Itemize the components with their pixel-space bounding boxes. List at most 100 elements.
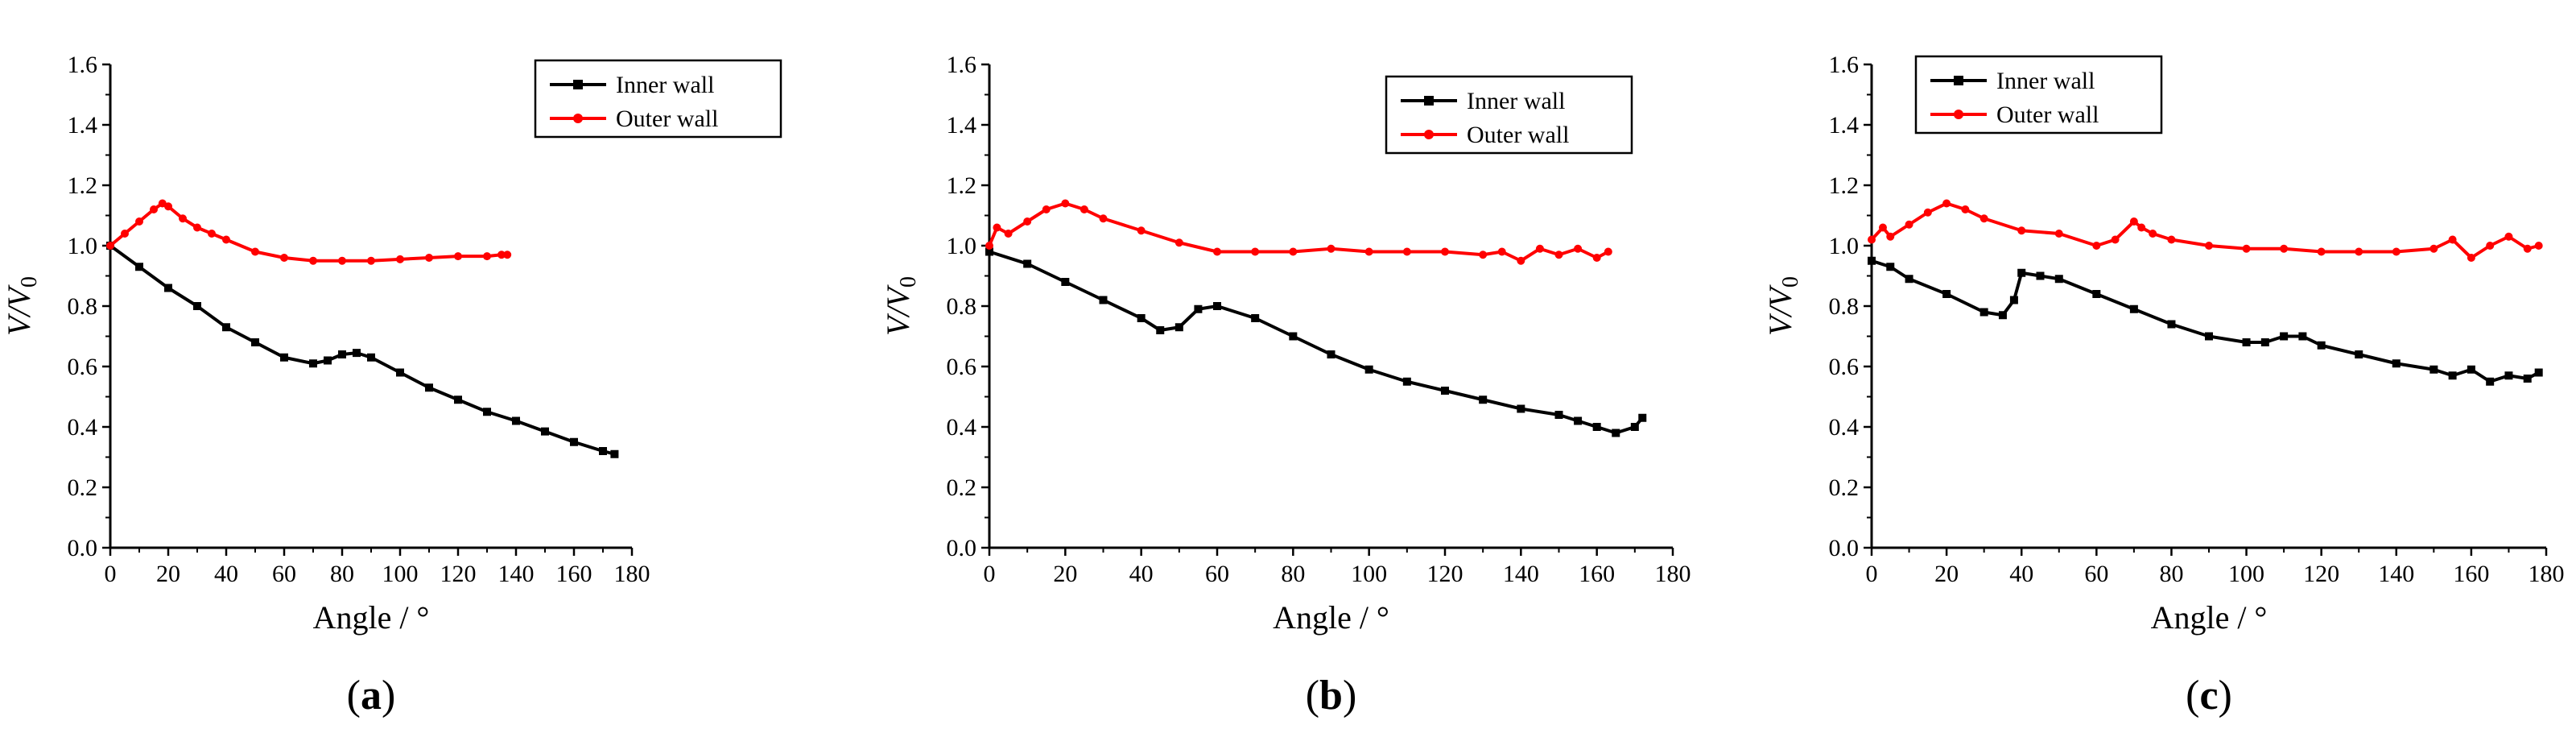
data-point [1402, 247, 1411, 256]
y-tick-label: 1.4 [1829, 112, 1860, 139]
y-tick-label: 0.2 [947, 474, 977, 501]
data-point [2392, 247, 2401, 256]
data-point [1441, 247, 1449, 256]
y-axis-title-subscript: 0 [1778, 276, 1803, 288]
y-tick-label: 0.6 [1829, 354, 1860, 380]
caption-close-paren: ) [2219, 673, 2232, 719]
data-point [1080, 205, 1088, 213]
data-point [2504, 232, 2513, 241]
x-axis-title: Angle / ° [1273, 599, 1389, 636]
data-point [1868, 235, 1876, 244]
x-tick-label: 40 [2009, 561, 2033, 587]
data-point [193, 223, 201, 232]
data-point [309, 256, 317, 265]
series-outer-wall [1868, 199, 2543, 262]
series-line [989, 250, 1644, 435]
x-tick-label: 180 [1655, 561, 1691, 587]
legend-label: Inner wall [616, 72, 714, 98]
x-tick-label: 100 [382, 561, 419, 587]
data-point [2355, 350, 2363, 358]
data-point [993, 223, 1001, 232]
series-line [1871, 259, 2540, 383]
data-point [1156, 326, 1165, 334]
data-point [1886, 232, 1895, 241]
data-point [396, 368, 404, 377]
legend-box [1914, 55, 2163, 135]
legend-swatch-marker [1954, 76, 1963, 85]
x-tick-label: 120 [2303, 561, 2339, 587]
data-point [1364, 247, 1373, 256]
data-point [2392, 359, 2401, 368]
chart-panel-c: 0 20 40 60 80 100 120 140 160 180 0.0 0.2 0.4 0.6 0.8 1… [1762, 52, 2565, 719]
data-point [164, 284, 172, 292]
data-point [2260, 338, 2269, 346]
data-point [135, 263, 143, 271]
x-tick-label: 160 [1579, 561, 1615, 587]
x-tick-label: 160 [556, 561, 592, 587]
data-point [1441, 387, 1449, 395]
data-point [1327, 350, 1335, 358]
x-tick-label: 20 [156, 561, 180, 587]
data-point [1023, 259, 1032, 268]
data-point [1061, 199, 1070, 208]
data-point [150, 205, 158, 213]
y-tick-label: 1.0 [1829, 233, 1860, 259]
data-point [2054, 230, 2063, 238]
data-point [2280, 332, 2289, 341]
data-point [2149, 230, 2157, 238]
y-tick-label: 1.2 [1829, 172, 1860, 199]
x-axis-title: Angle / ° [313, 599, 430, 636]
legend: Inner wall Outer wall [1385, 75, 1633, 155]
data-point [1061, 278, 1070, 286]
x-tick-label: 60 [272, 561, 296, 587]
data-point [483, 408, 491, 416]
x-tick-label: 40 [214, 561, 238, 587]
y-axis-title-main: V/V [1, 284, 37, 336]
data-point [425, 254, 433, 262]
x-tick-label: 80 [2159, 561, 2183, 587]
data-point [1905, 275, 1913, 284]
data-point [1213, 247, 1221, 256]
data-point [2111, 235, 2120, 244]
y-tick-label: 1.0 [68, 233, 98, 259]
data-point [1042, 205, 1051, 213]
series-outer-wall [985, 199, 1612, 265]
data-point [1630, 423, 1639, 431]
y-tick-label: 0.4 [947, 414, 977, 441]
data-point [2448, 371, 2457, 380]
data-point [222, 235, 230, 244]
data-point [1878, 223, 1887, 232]
y-tick-label: 0.4 [68, 414, 98, 441]
data-point [2129, 304, 2138, 313]
data-point [2092, 242, 2101, 250]
y-axis-title: V/V0 [1, 276, 42, 336]
y-tick-label: 0.8 [68, 293, 98, 320]
x-axis-title: Angle / ° [2151, 599, 2268, 636]
data-point [353, 349, 361, 358]
data-point [454, 395, 462, 404]
data-point [1137, 314, 1146, 322]
data-point [2054, 275, 2063, 284]
data-point [2167, 235, 2176, 244]
legend-label: Inner wall [1996, 68, 2095, 94]
data-point [179, 214, 187, 223]
data-point [1479, 395, 1488, 404]
data-point [2534, 242, 2543, 250]
data-point [1574, 416, 1583, 425]
x-tick-label: 160 [2453, 561, 2489, 587]
series-line [109, 244, 615, 456]
y-tick-label: 1.4 [947, 112, 977, 139]
caption-close-paren: ) [1343, 673, 1356, 719]
series-inner-wall [106, 242, 619, 458]
data-point [454, 252, 462, 261]
data-point [2448, 235, 2457, 244]
y-tick-label: 0.0 [1829, 535, 1860, 561]
data-point [338, 256, 346, 265]
data-point [2017, 268, 2026, 277]
data-point [541, 427, 549, 436]
data-point [2092, 290, 2101, 298]
caption-close-paren: ) [382, 673, 395, 719]
data-point [1998, 311, 2007, 320]
data-point [135, 217, 143, 226]
y-axis-title-subscript: 0 [896, 276, 921, 288]
